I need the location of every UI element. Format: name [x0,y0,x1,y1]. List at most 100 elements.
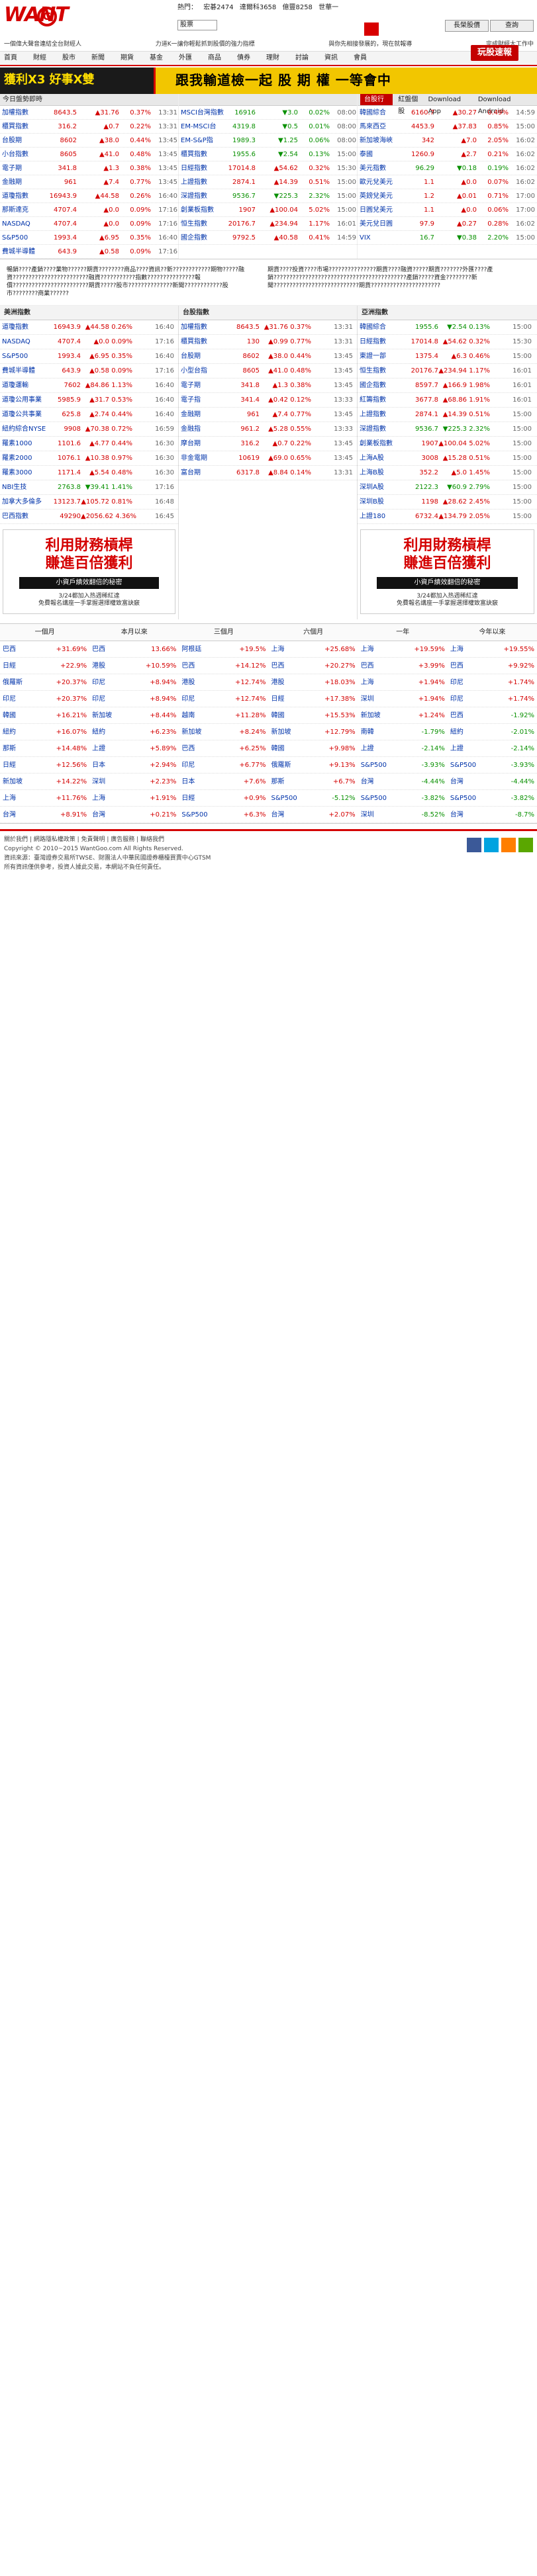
performance-cell[interactable]: 巴西 +14.12% [179,658,268,674]
market-name[interactable]: 新加坡 [3,777,23,785]
market-name[interactable]: 新加坡 [181,728,202,736]
quote-name[interactable]: 創業板指數 [360,439,393,447]
market-name[interactable]: 印尼 [92,678,106,686]
ticker-row[interactable]: 金融期 961 ▲7.4 0.77% 13:45 [0,175,178,189]
ticker-row[interactable]: EM-MSCI台 4319.8 ▼0.5 0.01% 08:00 [179,120,357,134]
quote-row[interactable]: 金融期 961 ▲7.4 0.77% 13:45 [179,408,357,422]
quote-name[interactable]: 深證指數 [360,425,386,433]
quote-name[interactable]: 韓國綜合 [360,323,386,331]
quote-row[interactable]: 加權指數 8643.5 ▲31.76 0.37% 13:31 [179,320,357,335]
quote-name[interactable]: 上證指數 [360,410,386,418]
ticker-row[interactable]: 電子期 341.8 ▲1.3 0.38% 13:45 [0,161,178,175]
quote-row[interactable]: 小型台指 8605 ▲41.0 0.48% 13:45 [179,364,357,378]
quote-name[interactable]: NASDAQ [2,220,30,228]
quote-row[interactable]: 道瓊指數 16943.9 ▲44.58 0.26% 16:40 [0,320,178,335]
quote-name[interactable]: 東證一部 [360,352,386,360]
quote-row[interactable]: 恒生指數 20176.7 ▲234.94 1.17% 16:01 [358,364,537,378]
nav-item[interactable]: 會員 [354,54,367,62]
market-name[interactable]: 巴西 [92,645,106,653]
quote-row[interactable]: 金融指 961.2 ▲5.28 0.55% 13:33 [179,422,357,437]
performance-cell[interactable]: 新加坡 +8.44% [89,707,179,723]
quote-name[interactable]: 恒生指數 [360,367,386,375]
quote-name[interactable]: 櫃買指數 [181,151,207,158]
ticker-row[interactable]: 國企指數 9792.5 ▲40.58 0.41% 14:59 [179,231,357,245]
performance-cell[interactable]: 日經 +0.9% [179,790,268,806]
nav-item[interactable]: 財經 [33,54,46,62]
market-name[interactable]: 巴西 [450,711,464,719]
market-name[interactable]: 韓國 [271,744,285,752]
performance-cell[interactable]: 日本 +7.6% [179,774,268,789]
quote-row[interactable]: 羅素2000 1076.1 ▲10.38 0.97% 16:30 [0,451,178,466]
quote-name[interactable]: 費城半導體 [2,367,35,375]
quote-row[interactable]: 東證一部 1375.4 ▲6.3 0.46% 15:00 [358,349,537,364]
quote-name[interactable]: 羅素2000 [2,454,32,462]
market-name[interactable]: 日經 [181,794,195,802]
ticker-row[interactable]: 韓國綜合 6160.7 ▲30.27 0.49% 14:59 [358,106,537,120]
quote-row[interactable]: 上海A股 3008 ▲15.28 0.51% 15:00 [358,451,537,466]
quote-name[interactable]: 道瓊指數 [2,193,28,200]
performance-cell[interactable]: 上海 +19.55% [448,641,537,657]
ticker-row[interactable]: 馬來西亞 4453.9 ▲37.83 0.85% 15:00 [358,120,537,134]
ticker-row[interactable]: NASDAQ 4707.4 ▲0.0 0.09% 17:16 [0,217,178,231]
performance-cell[interactable]: 台灣 -4.44% [358,774,448,789]
quote-name[interactable]: 加權指數 [181,323,207,331]
performance-cell[interactable]: 韓國 +16.21% [0,707,89,723]
slogan[interactable]: 力道K一讓你輕鬆抓到股價的強力指標 [155,41,255,48]
banner-right[interactable]: 跟我輸道檢一起 股 期 權 一等會中 [156,67,537,94]
performance-cell[interactable]: 台灣 +0.21% [89,807,179,822]
quote-name[interactable]: 新加坡海峽 [360,137,393,144]
hot-item[interactable]: 億豐8258 [282,4,313,11]
footer-links[interactable]: 關於我們 | 網路隱私權政策 | 免責聲明 | 廣告服務 | 聯絡我們 [4,836,165,843]
ticker-row[interactable]: VIX 16.7 ▼0.38 2.20% 15:00 [358,231,537,245]
quote-name[interactable]: 英鎊兌美元 [360,193,393,200]
market-name[interactable]: 日本 [181,777,195,785]
market-name[interactable]: S&P500 [360,761,387,769]
performance-cell[interactable]: 上海 +19.59% [358,641,448,657]
quote-name[interactable]: 深證指數 [181,193,207,200]
performance-cell[interactable]: 巴西 +6.25% [179,740,268,756]
market-name[interactable]: 那斯 [3,744,16,752]
ticker-row[interactable]: 道瓊指數 16943.9 ▲44.58 0.26% 16:40 [0,189,178,203]
nav-item[interactable]: 基金 [150,54,163,62]
period-header[interactable]: 一個月 [34,628,55,636]
quote-row[interactable]: 羅素3000 1171.4 ▲5.54 0.48% 16:30 [0,466,178,480]
quote-name[interactable]: 金融期 [2,179,22,186]
tab-tw-market[interactable]: 台股行情 [360,94,393,115]
quote-name[interactable]: VIX [360,234,371,242]
quote-name[interactable]: 泰國 [360,151,373,158]
nav-item[interactable]: 商品 [208,54,221,62]
quote-row[interactable]: 非金電期 10619 ▲69.0 0.65% 13:45 [179,451,357,466]
performance-cell[interactable]: 巴西 +31.69% [0,641,89,657]
quote-name[interactable]: 電子指 [181,396,201,404]
market-name[interactable]: 印尼 [181,695,195,703]
market-name[interactable]: 台灣 [271,811,285,819]
quote-row[interactable]: 深圳B股 1198 ▲28.62 2.45% 15:00 [358,495,537,510]
quote-row[interactable]: 上海B股 352.2 ▲5.0 1.45% 15:00 [358,466,537,480]
ticker-row[interactable]: 日圓兌美元 1.1 ▲0.0 0.06% 17:00 [358,203,537,217]
performance-cell[interactable]: 紐約 +16.07% [0,724,89,740]
nav-item[interactable]: 資訊 [324,54,338,62]
ticker-row[interactable]: EM-S&P指 1989.3 ▼1.25 0.06% 08:00 [179,134,357,148]
performance-cell[interactable]: 台灣 +8.91% [0,807,89,822]
market-name[interactable]: 新加坡 [360,711,381,719]
ticker-row[interactable]: 恒生指數 20176.7 ▲234.94 1.17% 16:01 [179,217,357,231]
performance-cell[interactable]: 印尼 +8.94% [89,674,179,690]
quote-name[interactable]: 日經指數 [360,337,386,345]
line-icon[interactable] [518,837,533,852]
quote-row[interactable]: 深圳A股 2122.3 ▼60.9 2.79% 15:00 [358,480,537,495]
performance-cell[interactable]: S&P500 -3.82% [448,790,537,806]
quote-name[interactable]: 加拿大多倫多 [2,498,42,506]
quote-name[interactable]: 羅素1000 [2,439,32,447]
quote-name[interactable]: 櫃買指數 [181,337,207,345]
ticker-row[interactable]: 那斯達克 4707.4 ▲0.0 0.09% 17:16 [0,203,178,217]
market-name[interactable]: 日本 [92,761,106,769]
quote-name[interactable]: 日經指數 [181,165,207,172]
ticker-row[interactable]: 加權指數 8643.5 ▲31.76 0.37% 13:31 [0,106,178,120]
period-header[interactable]: 三個月 [213,628,234,636]
quote-name[interactable]: 美元指數 [360,165,386,172]
market-name[interactable]: 巴西 [360,662,374,670]
quote-name[interactable]: 美元兌日圓 [360,220,393,228]
market-name[interactable]: S&P500 [450,761,477,769]
quote-name[interactable]: EM-S&P指 [181,137,213,144]
performance-cell[interactable]: 那斯 +14.48% [0,740,89,756]
